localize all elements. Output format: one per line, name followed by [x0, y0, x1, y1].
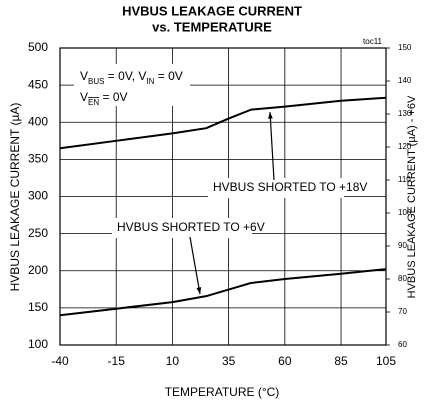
condition-text: V: [80, 90, 88, 104]
x-axis-label: TEMPERATURE (°C): [165, 385, 280, 399]
label-background: [208, 178, 344, 198]
arrow-shaft: [189, 236, 201, 295]
figure-id: toc11: [363, 37, 383, 46]
x-tick-label: 35: [222, 354, 236, 368]
condition-text: = 0V: [99, 90, 127, 104]
y2-tick-label: 120: [398, 142, 412, 151]
arrow-head: [196, 287, 202, 294]
y2-tick-label: 70: [398, 307, 407, 316]
y-axis-label: HVBUS LEAKAGE CURRENT (µA): [8, 103, 22, 292]
x-tick-label: 60: [278, 354, 292, 368]
x-tick-label: 10: [166, 354, 180, 368]
condition-label: VEN = 0V: [80, 90, 128, 106]
y2-axis-label: HVBUS LEAKAGE CURRENT (µA) - +6V: [406, 95, 418, 298]
y2-tick-label: 60: [398, 340, 407, 349]
condition-text: = 0V: [154, 69, 182, 83]
label-background: [112, 218, 252, 238]
series-annotation: HVBUS SHORTED TO +6V: [117, 220, 265, 234]
arrow-head: [267, 112, 273, 119]
arrow-shaft: [269, 111, 275, 181]
y2-tick-label: 80: [398, 274, 407, 283]
condition-text: = 0V, V: [104, 69, 146, 83]
y-tick-label: 400: [28, 114, 48, 128]
series-line: [59, 96, 387, 150]
condition-text: V: [80, 69, 88, 83]
y-tick-label: 200: [28, 263, 48, 277]
label-background: [74, 64, 190, 106]
y2-tick-label: 100: [398, 208, 412, 217]
x-tick-label: 105: [376, 354, 396, 368]
y2-tick-label: 90: [398, 241, 407, 250]
subscript: BUS: [88, 77, 104, 86]
y-tick-label: 500: [28, 40, 48, 54]
y2-tick-label: 130: [398, 109, 412, 118]
y2-tick-label: 150: [398, 43, 412, 52]
chart-subtitle: vs. TEMPERATURE: [152, 19, 272, 34]
y2-tick-label: 140: [398, 76, 412, 85]
y-tick-label: 100: [28, 337, 48, 351]
condition-label: VBUS = 0V, VIN = 0V: [80, 69, 183, 85]
y-tick-label: 300: [28, 189, 48, 203]
y-tick-label: 150: [28, 300, 48, 314]
y-tick-label: 350: [28, 152, 48, 166]
subscript: IN: [146, 77, 154, 86]
y2-tick-label: 110: [398, 175, 411, 184]
series-annotation: HVBUS SHORTED TO +18V: [213, 180, 367, 194]
y-tick-label: 250: [28, 226, 48, 240]
y-tick-label: 450: [28, 77, 48, 91]
x-tick-label: -40: [51, 354, 69, 368]
subscript: EN: [88, 98, 99, 107]
chart-title: HVBUS LEAKAGE CURRENT: [122, 3, 302, 18]
x-tick-label: 85: [334, 354, 348, 368]
series-line: [59, 268, 387, 317]
x-tick-label: -15: [108, 354, 126, 368]
